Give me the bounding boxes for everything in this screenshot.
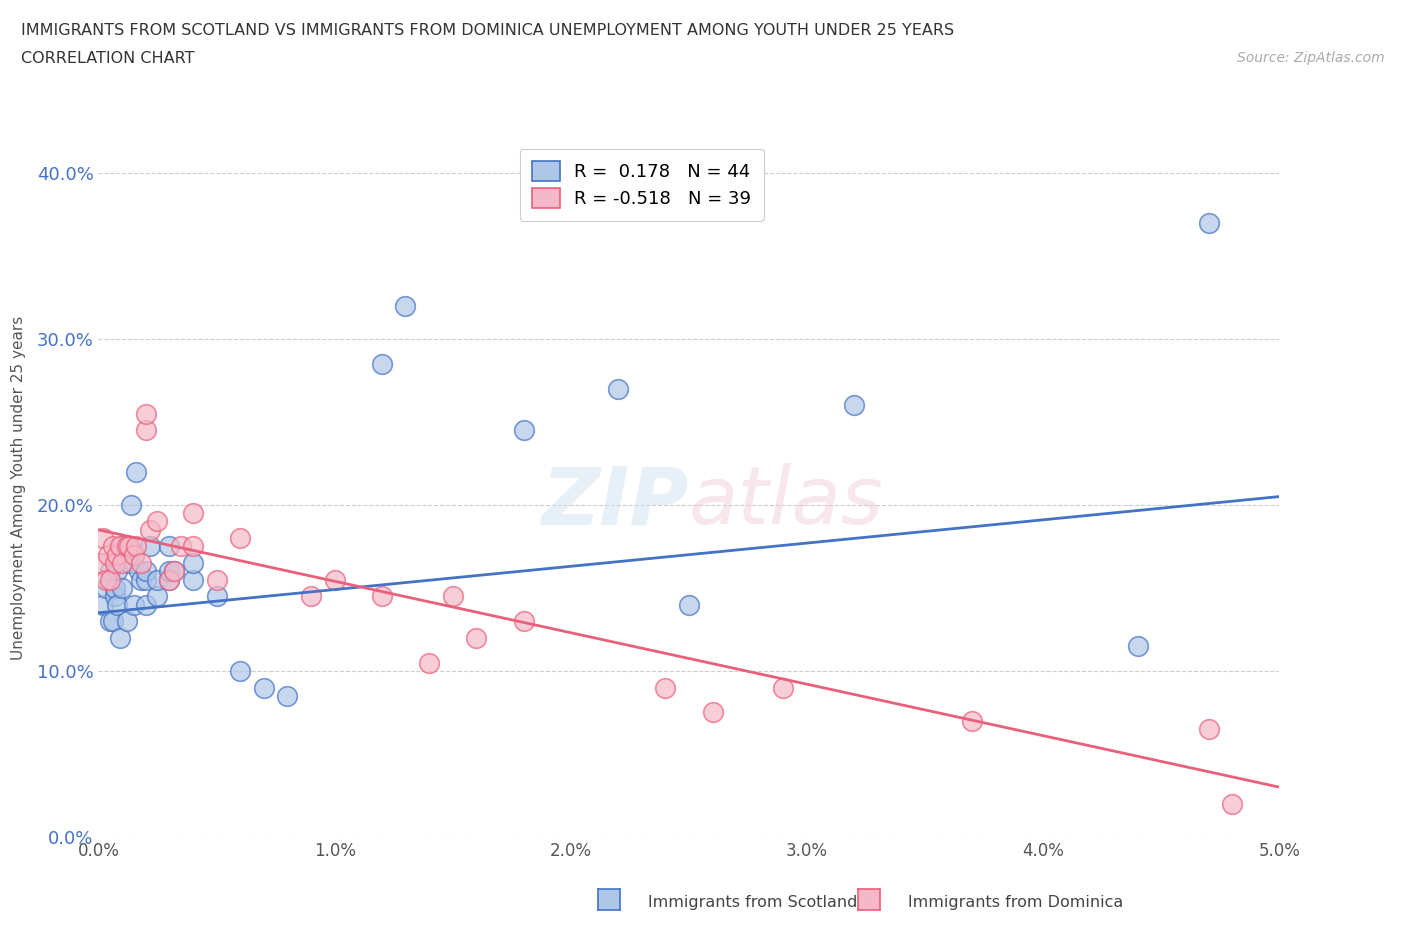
Point <box>253 680 276 695</box>
Point <box>94 572 117 587</box>
Point <box>122 547 145 562</box>
Point <box>1220 796 1243 811</box>
Point <box>135 422 157 438</box>
Y-axis label: Unemployment Among Youth under 25 years: Unemployment Among Youth under 25 years <box>11 316 25 660</box>
Point <box>98 572 121 587</box>
Point <box>121 498 143 512</box>
Point <box>157 572 180 587</box>
Point <box>512 422 534 438</box>
Point <box>98 564 121 578</box>
Point <box>276 688 298 703</box>
Point <box>607 381 630 396</box>
Point <box>122 547 145 562</box>
Text: CORRELATION CHART: CORRELATION CHART <box>21 51 194 66</box>
Point <box>844 398 866 413</box>
Point <box>146 514 169 529</box>
Point <box>104 589 127 604</box>
Point <box>115 614 138 629</box>
Point <box>118 555 141 570</box>
Point <box>135 572 157 587</box>
Text: ZIP: ZIP <box>541 463 689 541</box>
Point <box>98 614 121 629</box>
Point <box>94 580 117 595</box>
Point <box>229 663 252 678</box>
Point <box>170 539 193 554</box>
Point <box>101 539 124 554</box>
Point <box>394 299 416 313</box>
Point <box>111 580 134 595</box>
Point <box>108 631 131 645</box>
Point <box>654 680 676 695</box>
Text: Immigrants from Dominica: Immigrants from Dominica <box>872 895 1123 910</box>
Point <box>104 555 127 570</box>
Point <box>111 555 134 570</box>
Point <box>129 572 152 587</box>
Text: Immigrants from Scotland: Immigrants from Scotland <box>612 895 858 910</box>
Point <box>90 555 112 570</box>
Point <box>371 589 394 604</box>
Point <box>1126 639 1149 654</box>
Point <box>181 506 204 521</box>
Point <box>181 539 204 554</box>
Point <box>1198 215 1220 230</box>
Point <box>962 713 984 728</box>
Point <box>91 531 114 546</box>
Point <box>128 564 150 578</box>
Point <box>135 564 157 578</box>
Point <box>105 597 128 612</box>
Point <box>135 597 157 612</box>
Point <box>702 705 724 720</box>
Point <box>135 406 157 421</box>
Point <box>441 589 464 604</box>
Point <box>205 589 228 604</box>
Point <box>105 547 128 562</box>
Point <box>512 614 534 629</box>
Text: atlas: atlas <box>689 463 884 541</box>
Point <box>181 555 204 570</box>
Point <box>157 572 180 587</box>
Point <box>205 572 228 587</box>
Point <box>125 539 148 554</box>
Point <box>299 589 322 604</box>
Point <box>97 547 120 562</box>
Point <box>146 589 169 604</box>
Point <box>108 539 131 554</box>
Point <box>678 597 700 612</box>
Point <box>139 539 162 554</box>
Point <box>129 555 152 570</box>
Point <box>91 597 114 612</box>
Point <box>181 572 204 587</box>
Point <box>105 564 128 578</box>
Point <box>104 580 127 595</box>
Point <box>157 539 180 554</box>
Point <box>139 523 162 538</box>
Point <box>229 531 252 546</box>
Point <box>772 680 794 695</box>
Point <box>125 464 148 479</box>
Point <box>111 539 134 554</box>
Point <box>157 564 180 578</box>
Point <box>101 614 124 629</box>
Text: IMMIGRANTS FROM SCOTLAND VS IMMIGRANTS FROM DOMINICA UNEMPLOYMENT AMONG YOUTH UN: IMMIGRANTS FROM SCOTLAND VS IMMIGRANTS F… <box>21 23 955 38</box>
Point <box>371 356 394 371</box>
Point <box>118 539 141 554</box>
Point <box>465 631 488 645</box>
Point <box>163 564 186 578</box>
Point <box>1198 722 1220 737</box>
Text: Source: ZipAtlas.com: Source: ZipAtlas.com <box>1237 51 1385 65</box>
Point <box>418 655 440 670</box>
Point <box>323 572 346 587</box>
Point <box>115 539 138 554</box>
Legend: R =  0.178   N = 44, R = -0.518   N = 39: R = 0.178 N = 44, R = -0.518 N = 39 <box>520 149 763 220</box>
Point <box>163 564 186 578</box>
Point <box>146 572 169 587</box>
Point <box>122 597 145 612</box>
